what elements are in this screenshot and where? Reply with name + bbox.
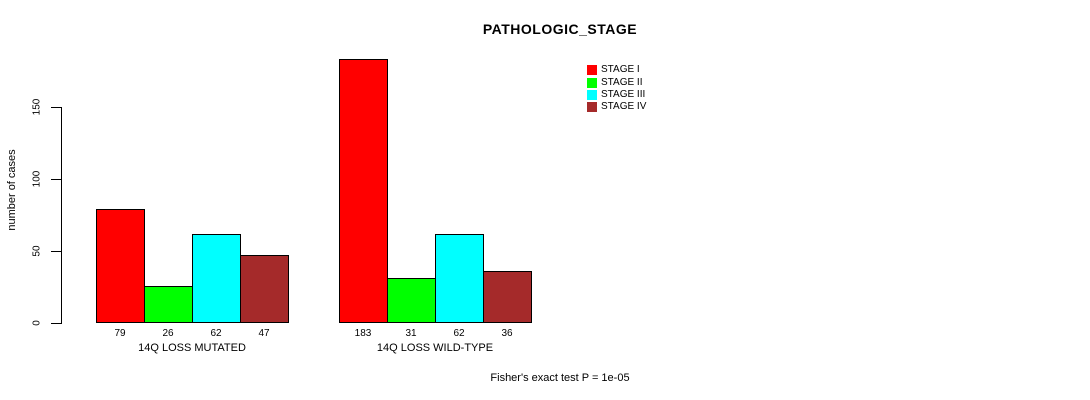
bar-stage-iv (483, 271, 532, 323)
bar-stage-iii (435, 234, 484, 323)
y-axis-line (61, 107, 62, 324)
bar-value-label: 47 (258, 328, 270, 339)
y-axis-tick (51, 251, 61, 252)
bar-value-label: 62 (453, 328, 465, 339)
legend-item: STAGE III (587, 89, 646, 101)
bar-stage-i (339, 59, 388, 323)
bar-value-label: 183 (354, 328, 372, 339)
bar-value-label: 36 (501, 328, 513, 339)
y-axis-tick-label: 150 (31, 98, 43, 116)
y-axis-tick-label: 100 (31, 170, 43, 188)
bar-value-label: 31 (405, 328, 417, 339)
bar-value-label: 62 (210, 328, 222, 339)
group-label: 14Q LOSS WILD-TYPE (376, 342, 494, 354)
bar-value-label: 79 (114, 328, 126, 339)
bar-stage-ii (387, 278, 436, 323)
y-axis-tick-label: 50 (31, 245, 43, 257)
legend-item: STAGE II (587, 76, 646, 88)
legend-swatch-icon (587, 102, 597, 113)
legend-label: STAGE I (601, 64, 640, 76)
bar-stage-iv (240, 255, 289, 323)
legend: STAGE I STAGE II STAGE III STAGE IV (587, 64, 646, 114)
legend-swatch-icon (587, 65, 597, 76)
y-axis-tick (51, 107, 61, 108)
bar-value-label: 26 (162, 328, 174, 339)
legend-item: STAGE I (587, 64, 646, 76)
bar-stage-iii (192, 234, 241, 323)
chart-title: PATHOLOGIC_STAGE (482, 21, 638, 37)
y-axis-tick (51, 323, 61, 324)
group-label: 14Q LOSS MUTATED (138, 342, 246, 354)
legend-label: STAGE IV (601, 101, 647, 113)
bar-stage-i (96, 209, 145, 323)
stats-annotation: Fisher's exact test P = 1e-05 (490, 372, 630, 384)
legend-swatch-icon (587, 89, 597, 100)
y-axis-tick (51, 179, 61, 180)
y-axis-tick-label: 0 (31, 320, 43, 326)
legend-label: STAGE III (601, 88, 646, 100)
legend-label: STAGE II (601, 76, 643, 88)
bar-stage-ii (144, 286, 193, 323)
legend-swatch-icon (587, 77, 597, 88)
legend-item: STAGE IV (587, 101, 646, 113)
